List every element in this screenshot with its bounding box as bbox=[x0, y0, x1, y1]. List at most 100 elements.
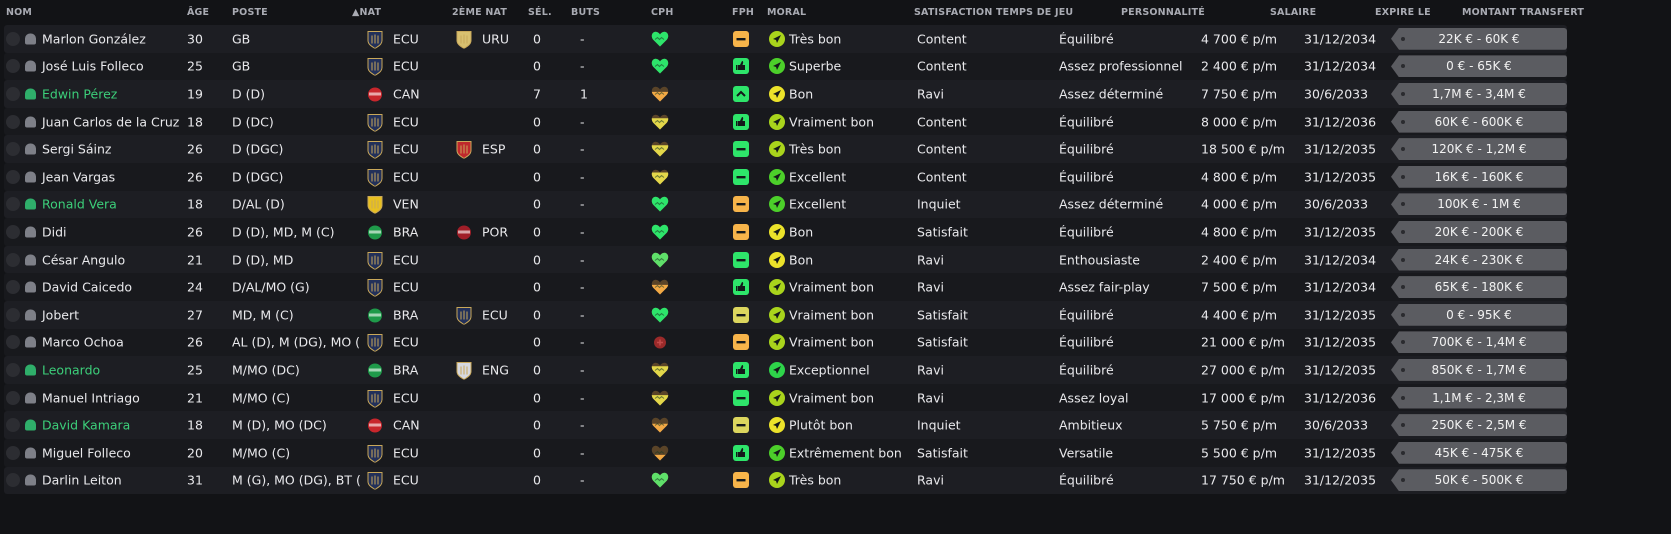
table-row[interactable]: Jobert 27 MD, M (C) BRA ECU 0 - Vraiment… bbox=[4, 300, 1567, 329]
select-checkbox[interactable] bbox=[6, 31, 20, 46]
playing-time-satisfaction: Inquiet bbox=[917, 417, 961, 433]
player-name[interactable]: Didi bbox=[42, 224, 67, 240]
personality: Assez fair-play bbox=[1059, 279, 1150, 295]
nationality-flag-icon bbox=[367, 471, 383, 491]
player-name[interactable]: Jobert bbox=[42, 307, 79, 323]
select-checkbox[interactable] bbox=[6, 142, 20, 157]
goals: - bbox=[580, 334, 585, 350]
transfer-value-tag[interactable]: 250K € - 2,5M € bbox=[1391, 414, 1567, 437]
col-personnalite[interactable]: PERSONNALITÉ bbox=[1121, 7, 1205, 18]
table-row[interactable]: Sergi Sáinz 26 D (DGC) ECU ESP 0 - Très … bbox=[4, 135, 1567, 163]
table-row[interactable]: David Caicedo 24 D/AL/MO (G) ECU 0 - Vra… bbox=[4, 273, 1567, 301]
transfer-value-tag[interactable]: 100K € - 1M € bbox=[1391, 193, 1567, 216]
col-nom[interactable]: NOM bbox=[6, 7, 33, 18]
select-checkbox[interactable] bbox=[6, 280, 20, 295]
match-fitness-minus-icon bbox=[733, 141, 749, 158]
select-checkbox[interactable] bbox=[6, 335, 20, 350]
player-age: 25 bbox=[187, 362, 203, 378]
table-row[interactable]: Marco Ochoa 26 AL (D), M (DG), MO (... E… bbox=[4, 328, 1567, 357]
table-row[interactable]: Marlon González 30 GB ECU URU 0 - Très b… bbox=[4, 25, 1567, 53]
select-checkbox[interactable] bbox=[6, 418, 20, 433]
transfer-value-tag[interactable]: 16K € - 160K € bbox=[1391, 165, 1567, 188]
table-row[interactable]: Darlin Leiton 31 M (G), MO (DG), BT (...… bbox=[4, 466, 1567, 495]
transfer-value-tag[interactable]: 700K € - 1,4M € bbox=[1391, 331, 1567, 354]
transfer-value-tag[interactable]: 50K € - 500K € bbox=[1391, 469, 1567, 492]
table-row[interactable]: Edwin Pérez 19 D (D) CAN 7 1 Bon Ravi As… bbox=[4, 80, 1567, 108]
transfer-value-tag[interactable]: 0 € - 65K € bbox=[1391, 55, 1567, 78]
personality: Ambitieux bbox=[1059, 417, 1123, 433]
player-name[interactable]: Sergi Sáinz bbox=[42, 141, 112, 157]
col-satisfaction[interactable]: SATISFACTION TEMPS DE JEU bbox=[914, 7, 1074, 18]
match-fitness-minus-icon bbox=[733, 306, 749, 323]
col-transfert[interactable]: MONTANT TRANSFERT bbox=[1462, 7, 1585, 18]
select-checkbox[interactable] bbox=[6, 114, 20, 129]
select-checkbox[interactable] bbox=[6, 86, 20, 101]
player-name[interactable]: Miguel Folleco bbox=[42, 445, 131, 461]
col-cph[interactable]: CPH bbox=[651, 7, 674, 18]
table-row[interactable]: Juan Carlos de la Cruz 18 D (DC) ECU 0 -… bbox=[4, 107, 1567, 136]
table-row[interactable]: César Angulo 21 D (D), MD ECU 0 - Bon Ra… bbox=[4, 245, 1567, 274]
col-expire[interactable]: EXPIRE LE bbox=[1375, 7, 1431, 18]
player-position: M/MO (C) bbox=[232, 445, 291, 461]
transfer-value-tag[interactable]: 120K € - 1,2M € bbox=[1391, 138, 1567, 161]
transfer-value-tag[interactable]: 850K € - 1,7M € bbox=[1391, 358, 1567, 381]
transfer-value-tag[interactable]: 60K € - 600K € bbox=[1391, 110, 1567, 133]
player-name[interactable]: Edwin Pérez bbox=[42, 86, 118, 102]
col-nat2[interactable]: 2ÈME NAT bbox=[452, 7, 507, 18]
player-name[interactable]: Marlon González bbox=[42, 31, 146, 47]
col-nat[interactable]: ▲NAT bbox=[352, 7, 382, 18]
transfer-value-tag[interactable]: 0 € - 95K € bbox=[1391, 303, 1567, 326]
select-checkbox[interactable] bbox=[6, 362, 20, 377]
caps: 0 bbox=[533, 196, 541, 212]
select-checkbox[interactable] bbox=[6, 224, 20, 239]
caps: 0 bbox=[533, 58, 541, 74]
player-name[interactable]: Juan Carlos de la Cruz bbox=[42, 114, 180, 130]
person-icon bbox=[25, 198, 36, 210]
select-checkbox[interactable] bbox=[6, 169, 20, 184]
transfer-value-tag[interactable]: 20K € - 200K € bbox=[1391, 220, 1567, 243]
nationality-flag-icon bbox=[367, 57, 383, 77]
col-salaire[interactable]: SALAIRE bbox=[1270, 7, 1317, 18]
table-row[interactable]: Didi 26 D (D), MD, M (C) BRA POR 0 - Bon… bbox=[4, 218, 1567, 246]
transfer-value-tag[interactable]: 1,7M € - 3,4M € bbox=[1391, 82, 1567, 105]
col-poste[interactable]: POSTE bbox=[232, 7, 268, 18]
transfer-value-tag[interactable]: 65K € - 180K € bbox=[1391, 276, 1567, 299]
table-row[interactable]: David Kamara 18 M (D), MO (DC) CAN 0 - P… bbox=[4, 411, 1567, 439]
select-checkbox[interactable] bbox=[6, 197, 20, 212]
select-checkbox[interactable] bbox=[6, 445, 20, 460]
player-name[interactable]: David Caicedo bbox=[42, 279, 133, 295]
player-name[interactable]: José Luis Folleco bbox=[42, 58, 144, 74]
col-fph[interactable]: FPH bbox=[732, 7, 755, 18]
transfer-value-tag[interactable]: 1,1M € - 2,3M € bbox=[1391, 386, 1567, 409]
second-nationality-flag-icon bbox=[456, 305, 472, 325]
col-moral[interactable]: MORAL bbox=[767, 7, 807, 18]
playing-time-satisfaction: Content bbox=[917, 169, 967, 185]
table-row[interactable]: José Luis Folleco 25 GB ECU 0 - Superbe … bbox=[4, 52, 1567, 81]
select-checkbox[interactable] bbox=[6, 59, 20, 74]
col-age[interactable]: ÂGE bbox=[187, 7, 210, 18]
table-row[interactable]: Manuel Intriago 21 M/MO (C) ECU 0 - Vrai… bbox=[4, 383, 1567, 412]
player-name[interactable]: Jean Vargas bbox=[42, 169, 116, 185]
nationality-flag-icon bbox=[367, 278, 383, 298]
condition-heart-icon bbox=[651, 168, 669, 185]
transfer-value-tag[interactable]: 45K € - 475K € bbox=[1391, 441, 1567, 464]
select-checkbox[interactable] bbox=[6, 473, 20, 488]
table-row[interactable]: Ronald Vera 18 D/AL (D) VEN 0 - Excellen… bbox=[4, 190, 1567, 219]
transfer-value-tag[interactable]: 22K € - 60K € bbox=[1391, 27, 1567, 50]
player-name[interactable]: César Angulo bbox=[42, 252, 126, 268]
select-checkbox[interactable] bbox=[6, 390, 20, 405]
table-row[interactable]: Jean Vargas 26 D (DGC) ECU 0 - Excellent… bbox=[4, 162, 1567, 191]
transfer-value-tag[interactable]: 24K € - 230K € bbox=[1391, 248, 1567, 271]
player-name[interactable]: David Kamara bbox=[42, 417, 131, 433]
table-row[interactable]: Miguel Folleco 20 M/MO (C) ECU 0 - Extrê… bbox=[4, 438, 1567, 467]
col-sel[interactable]: SÉL. bbox=[528, 7, 552, 18]
col-buts[interactable]: BUTS bbox=[571, 7, 601, 18]
player-name[interactable]: Leonardo bbox=[42, 362, 101, 378]
player-name[interactable]: Marco Ochoa bbox=[42, 334, 124, 350]
table-row[interactable]: Leonardo 25 M/MO (DC) BRA ENG 0 - Except… bbox=[4, 356, 1567, 384]
player-name[interactable]: Darlin Leiton bbox=[42, 472, 122, 488]
player-name[interactable]: Ronald Vera bbox=[42, 196, 117, 212]
select-checkbox[interactable] bbox=[6, 252, 20, 267]
player-name[interactable]: Manuel Intriago bbox=[42, 390, 140, 406]
select-checkbox[interactable] bbox=[6, 307, 20, 322]
